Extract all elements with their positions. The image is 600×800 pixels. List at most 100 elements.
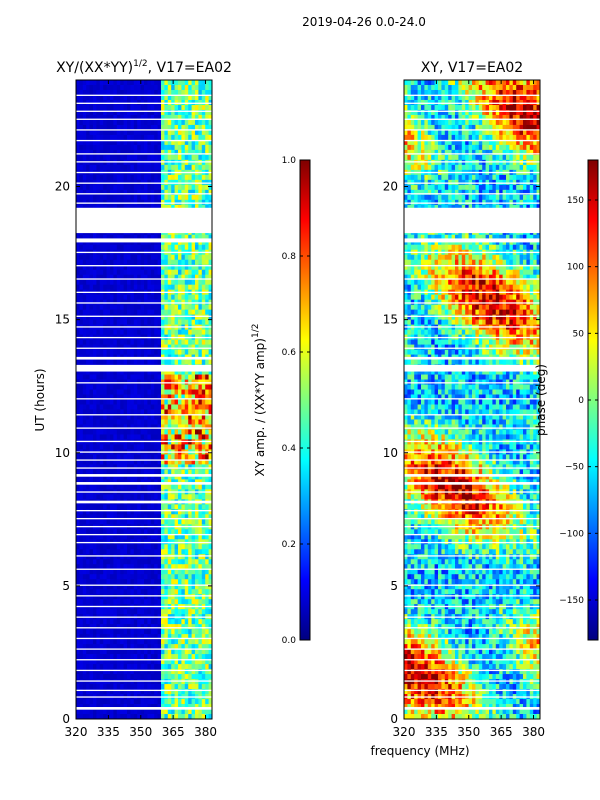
heatmap-cell <box>140 184 145 191</box>
heatmap-cell <box>79 284 84 291</box>
heatmap-cell <box>103 414 108 421</box>
heatmap-cell <box>96 304 101 311</box>
heatmap-cell <box>161 454 165 460</box>
heatmap-cell <box>106 194 111 201</box>
heatmap-cell <box>89 80 94 86</box>
heatmap-cell <box>164 409 169 416</box>
heatmap-cell <box>157 689 162 695</box>
heatmap-cell <box>93 554 97 560</box>
heatmap-cell <box>167 434 172 441</box>
heatmap-cell <box>103 544 108 550</box>
heatmap-cell <box>82 434 87 441</box>
heatmap-cell <box>208 609 212 615</box>
heatmap-cell <box>79 469 84 475</box>
heatmap-cell <box>188 84 193 91</box>
heatmap-cell <box>178 124 182 131</box>
heatmap-cell <box>82 569 87 575</box>
heatmap-cell <box>157 399 162 406</box>
heatmap-cell <box>184 154 189 161</box>
heatmap-cell <box>140 329 145 336</box>
heatmap-cell <box>127 80 131 86</box>
heatmap-cell <box>154 404 159 411</box>
heatmap-cell <box>106 319 111 326</box>
heatmap-cell <box>96 594 101 600</box>
heatmap-cell <box>167 309 172 316</box>
heatmap-cell <box>86 359 91 366</box>
heatmap-cell <box>201 649 206 655</box>
heatmap-cell <box>161 349 165 356</box>
heatmap-cell <box>89 464 94 470</box>
heatmap-cell <box>191 484 196 490</box>
heatmap-cell <box>161 419 165 426</box>
heatmap-cell <box>157 284 162 291</box>
heatmap-cell <box>96 204 101 211</box>
heatmap-cell <box>99 459 104 465</box>
heatmap-cell <box>164 294 169 301</box>
heatmap-cell <box>198 244 203 251</box>
heatmap-cell <box>201 329 206 336</box>
heatmap-cell <box>167 244 172 251</box>
heatmap-cell <box>82 444 87 451</box>
heatmap-cell <box>137 119 142 126</box>
heatmap-cell <box>208 314 212 321</box>
heatmap-cell <box>150 494 155 500</box>
heatmap-cell <box>123 369 128 376</box>
heatmap-cell <box>140 464 145 470</box>
heatmap-cell <box>161 639 165 645</box>
heatmap-cell <box>127 649 131 655</box>
heatmap-cell <box>79 494 84 500</box>
heatmap-cell <box>113 394 118 401</box>
heatmap-cell <box>161 414 165 421</box>
heatmap-cell <box>103 374 108 381</box>
heatmap-cell <box>171 234 176 241</box>
heatmap-cell <box>161 264 165 271</box>
heatmap-cell <box>147 579 152 585</box>
heatmap-cell <box>82 154 87 161</box>
heatmap-cell <box>89 474 94 480</box>
heatmap-cell <box>157 174 162 181</box>
heatmap-cell <box>79 279 84 286</box>
heatmap-cell <box>161 244 165 251</box>
heatmap-cell <box>205 399 210 406</box>
heatmap-cell <box>201 269 206 276</box>
heatmap-cell <box>205 519 210 525</box>
heatmap-cell <box>76 319 80 326</box>
heatmap-cell <box>79 159 84 166</box>
heatmap-cell <box>99 119 104 126</box>
heatmap-cell <box>86 89 91 96</box>
heatmap-cell <box>123 589 128 595</box>
heatmap-cell <box>133 594 138 600</box>
heatmap-cell <box>157 80 162 86</box>
heatmap-cell <box>116 669 121 675</box>
heatmap-cell <box>205 279 210 286</box>
heatmap-cell <box>82 189 87 196</box>
heatmap-cell <box>208 239 212 246</box>
heatmap-cell <box>157 374 162 381</box>
heatmap-cell <box>181 204 186 211</box>
heatmap-cell <box>154 679 159 685</box>
heatmap-cell <box>178 119 182 126</box>
heatmap-cell <box>195 124 199 131</box>
heatmap-cell <box>130 314 135 321</box>
heatmap-cell <box>171 684 176 690</box>
heatmap-cell <box>188 94 193 101</box>
heatmap-cell <box>116 109 121 116</box>
heatmap-cell <box>184 664 189 670</box>
heatmap-cell <box>140 429 145 436</box>
heatmap-cell <box>86 609 91 615</box>
heatmap-cell <box>116 139 121 146</box>
heatmap-cell <box>205 104 210 111</box>
heatmap-cell <box>188 454 193 460</box>
heatmap-cell <box>113 594 118 600</box>
heatmap-cell <box>178 609 182 615</box>
heatmap-cell <box>184 574 189 580</box>
heatmap-cell <box>144 164 148 171</box>
heatmap-cell <box>140 589 145 595</box>
heatmap-cell <box>150 144 155 151</box>
heatmap-cell <box>106 609 111 615</box>
heatmap-cell <box>89 634 94 640</box>
heatmap-cell <box>205 684 210 690</box>
heatmap-cell <box>93 589 97 595</box>
heatmap-cell <box>144 429 148 436</box>
heatmap-cell <box>174 579 179 585</box>
